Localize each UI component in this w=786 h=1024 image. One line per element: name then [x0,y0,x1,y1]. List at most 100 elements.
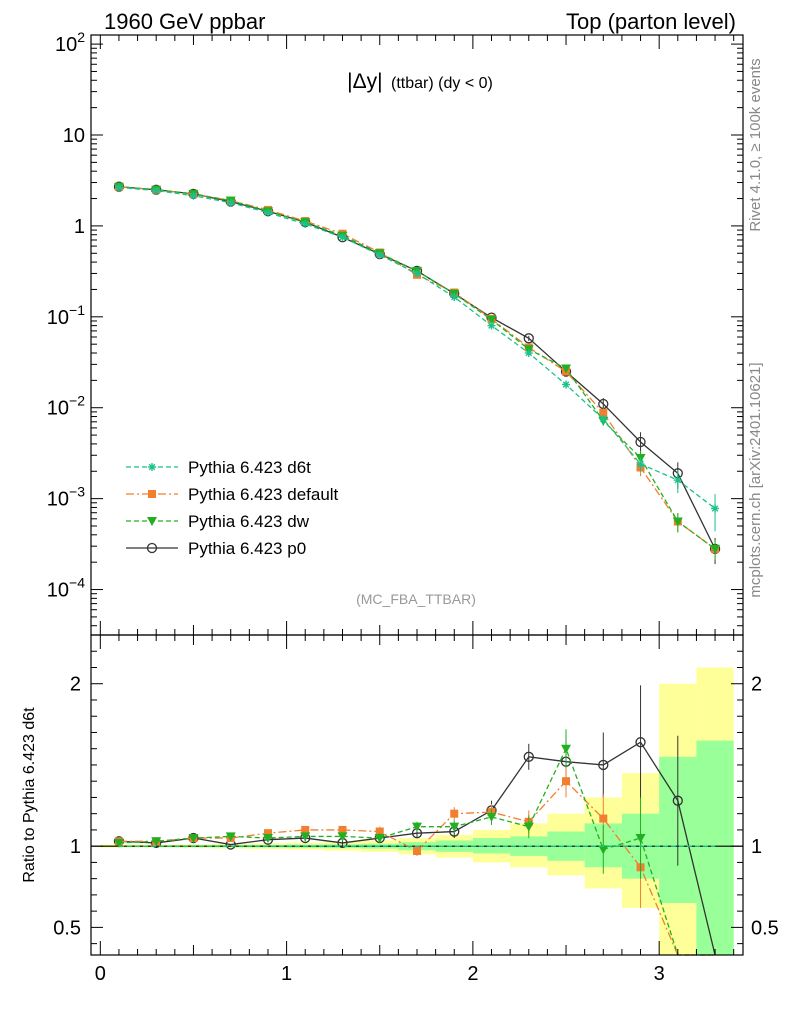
data-point [711,504,720,513]
ratio-point [523,822,534,832]
x-tick-label: 2 [467,963,478,985]
legend-item: Pythia 6.423 d6t [126,458,311,477]
data-point [189,191,198,200]
ratio-plot-area [91,667,743,956]
ratio-point [599,814,608,823]
ratio-y-axis: 2 2 1 1 0.5 0.5 [53,650,779,945]
ratio-point [113,838,124,848]
main-plot-area [113,181,721,565]
main-y-axis: 102 10 1 10−1 10−2 10−3 10−4 [47,29,743,635]
x-tick-label: 3 [654,963,665,985]
rivet-label: Rivet 4.1.0, ≥ 100k events [747,58,764,231]
data-point [487,321,496,330]
ratio-point [562,777,571,786]
ratio-y-label: Ratio to Pythia 6.423 d6t [21,707,38,883]
legend-label: Pythia 6.423 dw [188,512,310,531]
data-point [301,219,310,228]
ratio-point [412,822,422,832]
header-left: 1960 GeV ppbar [104,9,265,34]
data-point [263,208,272,217]
ratio-point [188,834,199,844]
data-point [524,348,533,357]
ratio-point [225,832,236,842]
data-point [561,364,572,374]
ratio-point [263,829,272,838]
ratio-point [561,744,572,754]
data-point [486,315,497,325]
ratio-point [262,834,273,844]
legend-item: Pythia 6.423 dw [126,512,310,531]
legend-marker [148,490,156,498]
ratio-point [337,832,348,842]
ratio-point [523,751,534,762]
data-point [673,476,682,485]
data-point [710,544,721,554]
data-point [599,408,608,417]
ratio-y-tick-label-right: 0.5 [751,917,779,939]
data-point [523,333,534,344]
legend-marker [148,463,156,471]
main-y-tick-label: 10−1 [47,302,85,329]
x-axis: 0 1 2 3 [95,635,735,985]
series-ratio [113,729,716,956]
x-tick-label: 0 [95,963,106,985]
ratio-point [598,759,609,771]
ratio-point [151,837,162,847]
ratio-point [300,832,311,842]
main-panel: 102 10 1 10−1 10−2 10−3 10−4 |Δy| (ttbar) (dy … [47,29,744,636]
ratio-point [374,834,385,844]
band-inner [696,740,734,955]
main-y-tick-label: 10−3 [47,484,85,511]
plot-title: |Δy| (ttbar) (dy < 0) [347,70,493,93]
main-y-tick-label: 102 [55,29,85,56]
legend-label: Pythia 6.423 d6t [188,458,311,477]
ratio-point [635,834,646,844]
series-main [113,181,721,565]
series-main [114,183,720,532]
ratio-point [413,847,421,856]
data-point [375,250,384,259]
legend-label: Pythia 6.423 default [188,485,339,504]
legend: Pythia 6.423 d6t Pythia 6.423 default Pyth… [126,458,339,558]
mcplots-label: mcplots.cern.ch [arXiv:2401.10621] [747,362,764,597]
data-point [635,436,646,448]
header-right: Top (parton level) [566,9,736,34]
legend-item: Pythia 6.423 default [126,485,339,504]
x-tick-label: 1 [281,963,292,985]
header: 1960 GeV ppbar Top (parton level) [104,9,736,34]
main-y-tick-label: 10−4 [47,575,85,602]
data-point [413,269,421,278]
legend-label: Pythia 6.423 p0 [188,539,306,558]
main-y-tick-label: 1 [74,216,85,238]
data-point [599,415,608,424]
ratio-line [118,780,716,956]
ratio-point [375,827,384,836]
ratio-point [635,737,646,748]
ratio-point [598,845,609,855]
main-y-tick-label: 10−2 [47,393,85,420]
ratio-y-tick-label: 2 [70,674,81,696]
data-point [338,233,347,242]
analysis-label: (MC_FBA_TTBAR) [356,591,476,607]
legend-marker [146,542,158,554]
data-point [450,293,459,302]
data-point [636,460,645,469]
legend-item: Pythia 6.423 p0 [126,539,306,558]
ratio-point [450,809,459,818]
data-point [226,198,235,207]
data-point [114,183,123,192]
data-point [672,517,683,527]
ratio-y-tick-label-right: 1 [751,836,762,858]
ratio-y-tick-label: 0.5 [53,917,81,939]
ratio-y-tick-label: 1 [70,836,81,858]
data-point [562,380,571,389]
ratio-point [301,825,310,834]
main-y-tick-label: 10 [63,125,85,147]
ratio-point [449,822,460,832]
ratio-y-tick-label-right: 2 [751,674,762,696]
ratio-point [672,795,683,806]
ratio-point [338,825,347,834]
ratio-panel: 2 2 1 1 0.5 0.5 0 1 2 3 Ratio to Pythia 6.423 d6… [21,634,779,985]
ratio-point [486,812,497,822]
